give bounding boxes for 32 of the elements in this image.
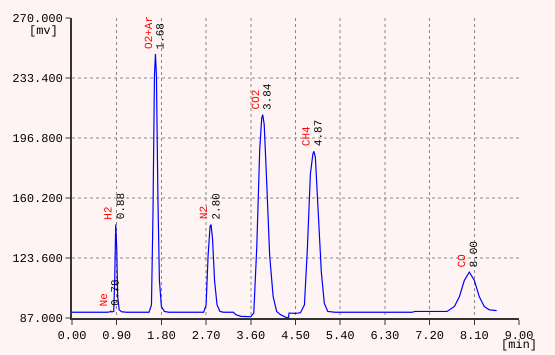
annotation: 4.87: [314, 120, 326, 146]
x-tick-label: 6.30: [370, 329, 400, 344]
x-tick-label: 7.20: [415, 329, 444, 344]
y-tick-label: 87.000: [20, 312, 63, 326]
y-tick-label: 123.600: [12, 252, 63, 266]
y-tick-label: 160.200: [12, 192, 63, 206]
x-tick-label: 3.60: [236, 329, 266, 344]
y-tick-label: 196.800: [12, 132, 63, 146]
x-tick-label: 4.50: [281, 329, 310, 344]
x-tick-label: 8.10: [460, 329, 489, 344]
annotation: CH4: [302, 126, 314, 146]
annotation: CO: [457, 254, 470, 268]
annotation: Ne: [99, 293, 112, 306]
annotation: H2: [104, 206, 116, 220]
y-axis-title: [mv]: [29, 24, 58, 38]
annotation: 8.00: [469, 241, 482, 268]
x-tick-label: 2.70: [192, 329, 221, 344]
y-tick-label: 233.400: [12, 72, 63, 86]
annotation: O2+Ar: [144, 16, 156, 50]
x-tick-label: 0.90: [102, 329, 132, 344]
y-tick-label: 270.000: [12, 12, 63, 26]
annotation: N2: [199, 206, 212, 220]
annotation: CO2: [251, 90, 263, 110]
annotation: 2.80: [212, 193, 224, 220]
x-tick-label: 0.00: [58, 329, 86, 344]
annotation: 0.88: [116, 192, 128, 220]
line-series: [72, 53, 498, 318]
x-tick-label: 5.40: [326, 329, 355, 344]
annotation: 0.78: [110, 279, 123, 306]
annotation: 1.68: [155, 23, 168, 50]
x-tick-label: 1.80: [146, 329, 176, 344]
annotation: 3.84: [262, 83, 274, 110]
